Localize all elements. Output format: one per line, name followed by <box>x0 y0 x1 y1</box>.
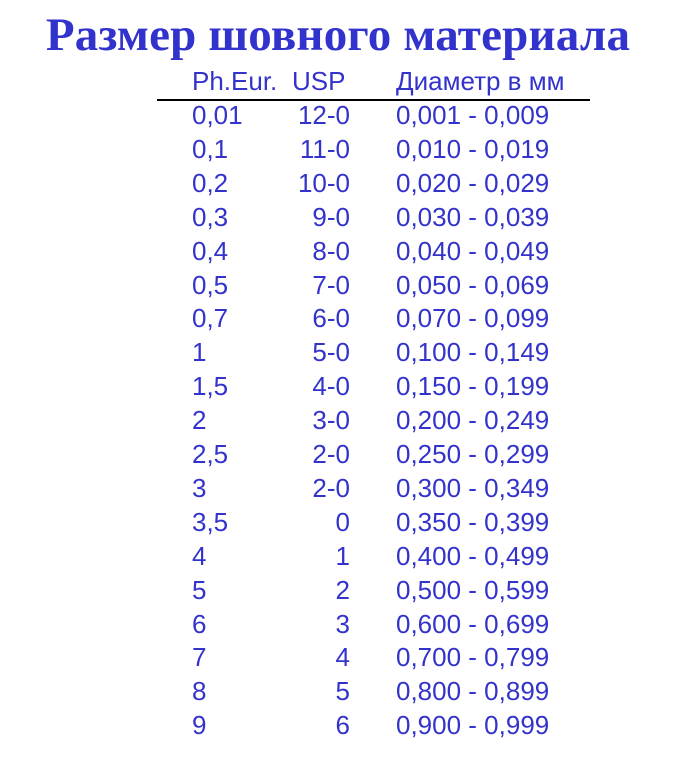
cell-usp: 11-0 <box>299 133 350 164</box>
cell-ph-eur: 0,01 <box>192 100 243 130</box>
cell-ph-eur: 0,4 <box>192 235 229 266</box>
cell-ph-eur: 1,5 <box>192 371 229 402</box>
cell-ph-eur: 4 <box>192 540 207 571</box>
cell-diameter: 0,010 - 0,019 <box>396 133 550 164</box>
cell-ph-eur: 0,1 <box>192 133 229 164</box>
cell-diameter: 0,500 - 0,599 <box>396 574 550 605</box>
header-usp: USP <box>292 66 346 96</box>
table-row: 7 4 0,700 - 0,799 <box>0 640 676 674</box>
cell-diameter: 0,050 - 0,069 <box>396 269 550 300</box>
cell-ph-eur: 1 <box>192 337 207 368</box>
table-row: 0,3 9-0 0,030 - 0,039 <box>0 200 676 234</box>
header-divider <box>157 99 590 101</box>
table-row: 5 2 0,500 - 0,599 <box>0 573 676 607</box>
cell-diameter: 0,100 - 0,149 <box>396 337 550 368</box>
cell-ph-eur: 3,5 <box>192 506 229 537</box>
table-row: 0,01 12-0 0,001 - 0,009 <box>0 98 676 132</box>
cell-ph-eur: 2 <box>192 405 207 436</box>
cell-usp: 2-0 <box>312 439 350 469</box>
cell-diameter: 0,200 - 0,249 <box>396 405 550 436</box>
table-row: 3 2-0 0,300 - 0,349 <box>0 471 676 505</box>
cell-diameter: 0,900 - 0,999 <box>396 710 550 741</box>
cell-usp: 4-0 <box>312 371 350 402</box>
table-row: 0,1 11-0 0,010 - 0,019 <box>0 132 676 166</box>
table-row: 4 1 0,400 - 0,499 <box>0 539 676 573</box>
table-row: 8 5 0,800 - 0,899 <box>0 674 676 708</box>
cell-usp: 3 <box>335 608 350 639</box>
cell-ph-eur: 2,5 <box>192 439 229 469</box>
cell-ph-eur: 3 <box>192 472 207 503</box>
table-row: 0,7 6-0 0,070 - 0,099 <box>0 301 676 335</box>
cell-usp: 8-0 <box>312 235 350 266</box>
cell-usp: 12-0 <box>297 100 350 130</box>
cell-ph-eur: 9 <box>192 710 207 741</box>
cell-usp: 6 <box>335 710 350 741</box>
table-row: 2,5 2-0 0,250 - 0,299 <box>0 437 676 471</box>
cell-usp: 9-0 <box>312 201 350 232</box>
cell-usp: 0 <box>335 506 350 537</box>
cell-usp: 5 <box>335 676 350 707</box>
cell-ph-eur: 7 <box>192 642 207 673</box>
cell-ph-eur: 5 <box>192 574 207 605</box>
cell-ph-eur: 6 <box>192 608 207 639</box>
table-row: 0,5 7-0 0,050 - 0,069 <box>0 268 676 302</box>
table-row: 2 3-0 0,200 - 0,249 <box>0 403 676 437</box>
cell-usp: 2 <box>335 574 350 605</box>
cell-diameter: 0,350 - 0,399 <box>396 506 550 537</box>
cell-diameter: 0,300 - 0,349 <box>396 472 550 503</box>
cell-ph-eur: 0,5 <box>192 269 229 300</box>
table-row: 0,4 8-0 0,040 - 0,049 <box>0 234 676 268</box>
table-row: 0,2 10-0 0,020 - 0,029 <box>0 166 676 200</box>
cell-usp: 5-0 <box>312 337 350 368</box>
cell-diameter: 0,600 - 0,699 <box>396 608 550 639</box>
header-ph-eur: Ph.Eur. <box>192 66 278 96</box>
cell-diameter: 0,030 - 0,039 <box>396 201 550 232</box>
table-row: 1 5-0 0,100 - 0,149 <box>0 335 676 369</box>
cell-diameter: 0,040 - 0,049 <box>396 235 550 266</box>
cell-usp: 6-0 <box>312 303 350 334</box>
header-diameter: Диаметр в мм <box>396 66 565 96</box>
cell-diameter: 0,800 - 0,899 <box>396 676 550 707</box>
cell-usp: 10-0 <box>297 167 350 198</box>
cell-ph-eur: 0,3 <box>192 201 229 232</box>
cell-diameter: 0,150 - 0,199 <box>396 371 550 402</box>
cell-usp: 7-0 <box>312 269 350 300</box>
cell-diameter: 0,700 - 0,799 <box>396 642 550 673</box>
cell-ph-eur: 0,7 <box>192 303 229 334</box>
cell-diameter: 0,001 - 0,009 <box>396 100 550 130</box>
table-row: 9 6 0,900 - 0,999 <box>0 708 676 742</box>
cell-usp: 4 <box>335 642 350 673</box>
cell-usp: 1 <box>335 540 350 571</box>
cell-diameter: 0,400 - 0,499 <box>396 540 550 571</box>
cell-ph-eur: 8 <box>192 676 207 707</box>
page-title: Размер шовного материала <box>45 9 631 61</box>
cell-diameter: 0,020 - 0,029 <box>396 167 550 198</box>
cell-diameter: 0,070 - 0,099 <box>396 303 550 334</box>
table-row: 1,5 4-0 0,150 - 0,199 <box>0 369 676 403</box>
cell-diameter: 0,250 - 0,299 <box>396 439 550 469</box>
table-row: 6 3 0,600 - 0,699 <box>0 607 676 641</box>
cell-ph-eur: 0,2 <box>192 167 229 198</box>
cell-usp: 3-0 <box>312 405 350 436</box>
table-row: 3,5 0 0,350 - 0,399 <box>0 505 676 539</box>
table-header: Ph.Eur. USP Диаметр в мм <box>0 64 676 98</box>
cell-usp: 2-0 <box>312 472 350 503</box>
